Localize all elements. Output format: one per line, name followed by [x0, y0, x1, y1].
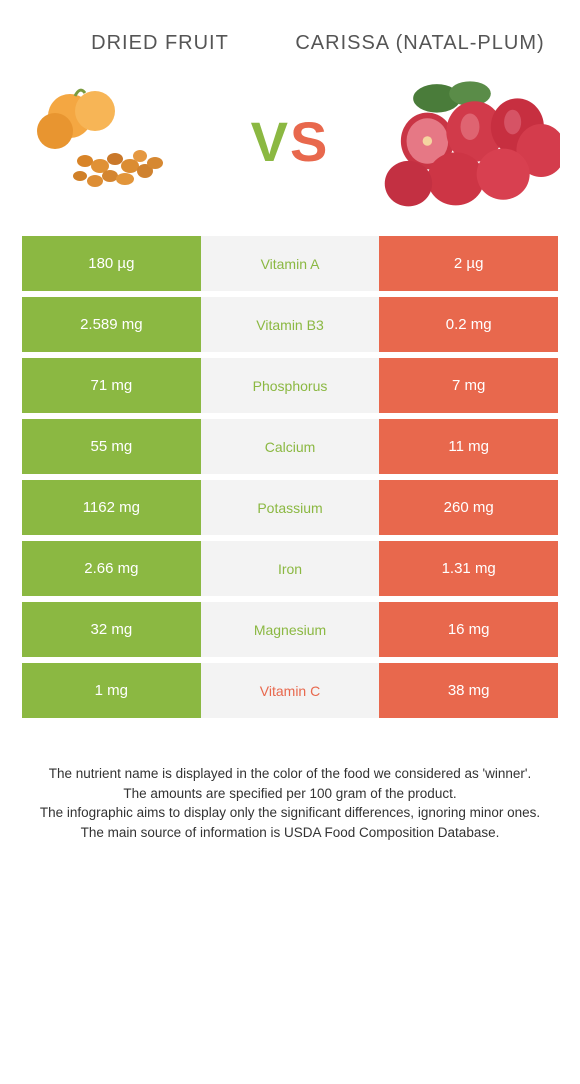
- footer-line-3: The infographic aims to display only the…: [20, 803, 560, 823]
- cell-left-value: 1162 mg: [22, 480, 201, 535]
- cell-nutrient-name: Potassium: [201, 480, 380, 535]
- cell-nutrient-name: Vitamin C: [201, 663, 380, 718]
- footer-notes: The nutrient name is displayed in the co…: [0, 724, 580, 842]
- images-row: VS: [0, 66, 580, 236]
- cell-left-value: 1 mg: [22, 663, 201, 718]
- cell-right-value: 1.31 mg: [379, 541, 558, 596]
- vs-label: VS: [251, 109, 330, 174]
- table-row: 55 mgCalcium11 mg: [22, 419, 558, 474]
- cell-right-value: 260 mg: [379, 480, 558, 535]
- table-row: 1 mgVitamin C38 mg: [22, 663, 558, 718]
- cell-left-value: 55 mg: [22, 419, 201, 474]
- cell-nutrient-name: Magnesium: [201, 602, 380, 657]
- footer-line-4: The main source of information is USDA F…: [20, 823, 560, 843]
- vs-s-letter: S: [290, 110, 329, 173]
- table-row: 2.66 mgIron1.31 mg: [22, 541, 558, 596]
- footer-line-2: The amounts are specified per 100 gram o…: [20, 784, 560, 804]
- table-row: 32 mgMagnesium16 mg: [22, 602, 558, 657]
- cell-left-value: 2.66 mg: [22, 541, 201, 596]
- cell-left-value: 2.589 mg: [22, 297, 201, 352]
- table-row: 71 mgPhosphorus7 mg: [22, 358, 558, 413]
- header: DRIED FRUIT CARISSA (NATAL-PLUM): [0, 0, 580, 66]
- cell-right-value: 7 mg: [379, 358, 558, 413]
- cell-nutrient-name: Phosphorus: [201, 358, 380, 413]
- vs-v-letter: V: [251, 110, 290, 173]
- table-row: 1162 mgPotassium260 mg: [22, 480, 558, 535]
- cell-right-value: 0.2 mg: [379, 297, 558, 352]
- dried-fruit-image: [20, 76, 200, 206]
- table-row: 2.589 mgVitamin B30.2 mg: [22, 297, 558, 352]
- cell-nutrient-name: Calcium: [201, 419, 380, 474]
- table-row: 180 µgVitamin A2 µg: [22, 236, 558, 291]
- title-left: DRIED FRUIT: [30, 32, 290, 55]
- cell-nutrient-name: Vitamin A: [201, 236, 380, 291]
- title-right: CARISSA (NATAL-PLUM): [290, 30, 550, 56]
- cell-right-value: 11 mg: [379, 419, 558, 474]
- cell-left-value: 71 mg: [22, 358, 201, 413]
- carissa-image: [380, 76, 560, 206]
- cell-nutrient-name: Iron: [201, 541, 380, 596]
- nutrition-table: 180 µgVitamin A2 µg 2.589 mgVitamin B30.2…: [0, 236, 580, 718]
- cell-left-value: 180 µg: [22, 236, 201, 291]
- cell-nutrient-name: Vitamin B3: [201, 297, 380, 352]
- cell-right-value: 38 mg: [379, 663, 558, 718]
- footer-line-1: The nutrient name is displayed in the co…: [20, 764, 560, 784]
- cell-right-value: 16 mg: [379, 602, 558, 657]
- cell-right-value: 2 µg: [379, 236, 558, 291]
- cell-left-value: 32 mg: [22, 602, 201, 657]
